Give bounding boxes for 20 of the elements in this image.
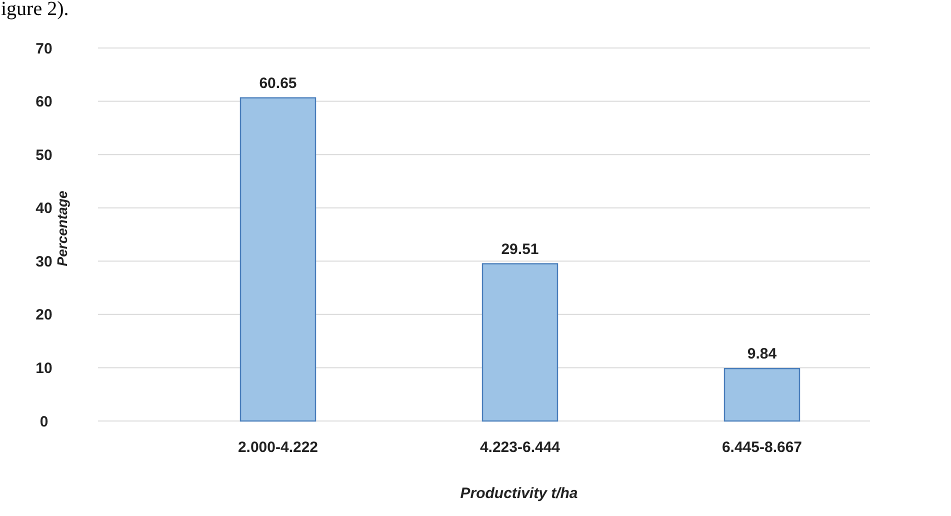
- y-tick-label: 40: [36, 200, 52, 218]
- y-tick-label: 30: [36, 253, 52, 270]
- y-tick-label: 50: [36, 146, 52, 164]
- y-tick-label: 20: [36, 306, 52, 324]
- data-label: 9.84: [747, 346, 778, 363]
- y-tick-label: 0: [40, 413, 48, 430]
- text: igure 2).: [1, 0, 69, 20]
- data-label: 60.65: [259, 74, 297, 92]
- x-tick-label: 4.223-6.444: [480, 439, 561, 456]
- data-label: 29.51: [501, 240, 539, 258]
- y-axis-title: Percentage: [54, 190, 70, 266]
- x-axis-title: Productivity t/ha: [460, 485, 578, 502]
- x-tick-label: 2.000-4.222: [238, 439, 318, 456]
- bar: [724, 368, 800, 422]
- x-tick-label: 6.445-8.667: [722, 439, 802, 456]
- y-tick-label: 60: [36, 94, 52, 111]
- y-tick-label: 70: [36, 40, 52, 58]
- y-tick-label: 10: [36, 360, 52, 377]
- bar: [240, 97, 316, 422]
- bar: [482, 263, 558, 422]
